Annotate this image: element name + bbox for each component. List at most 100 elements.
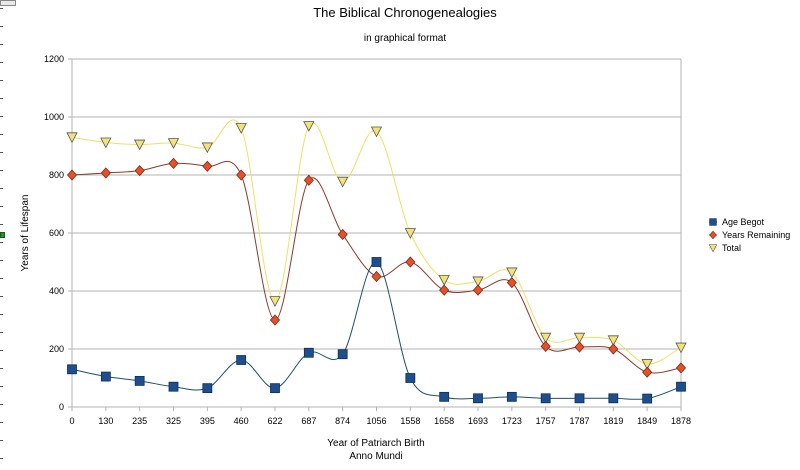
data-point-years-remaining xyxy=(202,160,213,172)
data-point-years-remaining xyxy=(540,340,551,352)
y-tick-label: 0 xyxy=(59,402,64,412)
data-point-age-begot xyxy=(608,393,619,404)
legend-marker-age-begot xyxy=(709,218,717,226)
y-tick-label: 1000 xyxy=(44,112,64,122)
data-point-total xyxy=(573,332,586,344)
data-point-age-begot xyxy=(676,381,686,392)
data-point-years-remaining xyxy=(439,284,450,296)
x-tick-label: 1849 xyxy=(637,416,657,426)
y-axis-label: Years of Lifespan xyxy=(20,195,31,272)
data-point-total xyxy=(337,176,349,188)
x-tick-label: 874 xyxy=(335,416,350,426)
data-point-years-remaining xyxy=(371,270,382,283)
data-point-years-remaining xyxy=(236,169,247,181)
data-point-age-begot xyxy=(405,373,416,383)
data-point-total xyxy=(235,123,247,134)
chart-title: The Biblical Chronogenealogies xyxy=(313,5,497,20)
x-tick-label: 1878 xyxy=(671,416,691,426)
data-point-total xyxy=(303,121,315,132)
y-tick-label: 1200 xyxy=(44,54,64,64)
data-point-age-begot xyxy=(67,364,77,375)
x-tick-label: 0 xyxy=(69,416,74,426)
data-point-years-remaining xyxy=(269,314,281,326)
x-tick-label: 1787 xyxy=(569,416,589,426)
data-point-years-remaining xyxy=(642,366,653,378)
data-point-total xyxy=(506,267,518,279)
data-point-age-begot xyxy=(371,257,382,267)
x-axis-label-secondary: Anno Mundi xyxy=(349,451,402,462)
x-tick-label: 1558 xyxy=(400,416,420,426)
data-point-age-begot xyxy=(473,393,483,404)
series-line-years-remaining xyxy=(71,161,682,374)
y-tick-label: 400 xyxy=(49,286,64,296)
data-point-total xyxy=(370,126,383,138)
data-point-years-remaining xyxy=(608,343,619,355)
x-tick-label: 1819 xyxy=(603,416,623,426)
data-point-age-begot xyxy=(439,391,450,402)
data-point-age-begot xyxy=(236,355,247,365)
x-tick-label: 1658 xyxy=(434,416,454,426)
x-tick-label: 395 xyxy=(200,416,215,426)
data-point-total xyxy=(675,342,687,354)
series-line-total xyxy=(71,119,682,365)
data-point-age-begot xyxy=(270,383,280,394)
data-point-total xyxy=(66,132,78,144)
data-point-total xyxy=(167,138,180,149)
data-point-age-begot xyxy=(574,393,585,404)
data-point-age-begot xyxy=(540,393,551,404)
x-tick-label: 325 xyxy=(166,416,181,426)
x-tick-label: 235 xyxy=(132,416,147,426)
y-tick-label: 200 xyxy=(49,344,64,354)
plot-area: 0 200 400 600 800 1000 1200 0 130 235 325 395 460 622… xyxy=(44,54,691,426)
data-point-total xyxy=(438,275,450,286)
data-point-total xyxy=(404,228,416,239)
x-axis-label: Year of Patriarch Birth xyxy=(327,438,424,449)
x-tick-label: 687 xyxy=(301,416,316,426)
resize-handle[interactable] xyxy=(0,0,16,6)
row-marker-icon[interactable] xyxy=(0,232,5,238)
data-point-years-remaining xyxy=(134,165,145,177)
data-point-age-begot xyxy=(202,383,213,394)
legend-label-age-begot: Age Begot xyxy=(722,217,765,227)
data-point-age-begot xyxy=(134,375,145,386)
legend-marker-total xyxy=(708,244,718,253)
data-point-years-remaining xyxy=(472,284,484,296)
data-point-years-remaining xyxy=(506,276,517,289)
data-point-total xyxy=(472,276,484,288)
y-tick-label: 600 xyxy=(49,228,64,238)
legend-label-years-remaining: Years Remaining xyxy=(722,230,790,240)
legend: Age Begot Years Remaining Total xyxy=(708,217,790,253)
data-point-years-remaining xyxy=(337,228,348,241)
y-tick-label: 800 xyxy=(49,170,64,180)
data-point-age-begot xyxy=(100,371,111,382)
x-tick-label: 1056 xyxy=(366,416,386,426)
data-point-years-remaining xyxy=(405,256,416,268)
chart-subtitle: in graphical format xyxy=(364,33,446,44)
x-tick-label: 1723 xyxy=(502,416,522,426)
x-tick-label: 1757 xyxy=(536,416,556,426)
data-point-total xyxy=(269,296,281,308)
data-point-total xyxy=(540,332,552,344)
data-point-total xyxy=(201,142,213,154)
data-point-years-remaining xyxy=(574,341,585,353)
data-point-years-remaining xyxy=(66,169,78,181)
data-point-total xyxy=(100,137,112,149)
x-tick-label: 622 xyxy=(267,416,282,426)
data-point-age-begot xyxy=(337,349,348,360)
data-point-total xyxy=(641,359,653,370)
legend-label-total: Total xyxy=(722,243,741,253)
data-point-years-remaining xyxy=(168,157,179,169)
x-tick-label: 460 xyxy=(234,416,249,426)
data-point-total xyxy=(607,335,619,347)
x-tick-label: 130 xyxy=(98,416,113,426)
data-point-years-remaining xyxy=(100,167,111,179)
data-point-age-begot xyxy=(642,393,653,404)
data-point-age-begot xyxy=(303,347,314,358)
data-point-years-remaining xyxy=(303,174,314,186)
legend-marker-years-remaining xyxy=(709,230,717,240)
data-point-years-remaining xyxy=(675,362,687,374)
x-tick-label: 1693 xyxy=(468,416,488,426)
ruler xyxy=(0,8,3,468)
